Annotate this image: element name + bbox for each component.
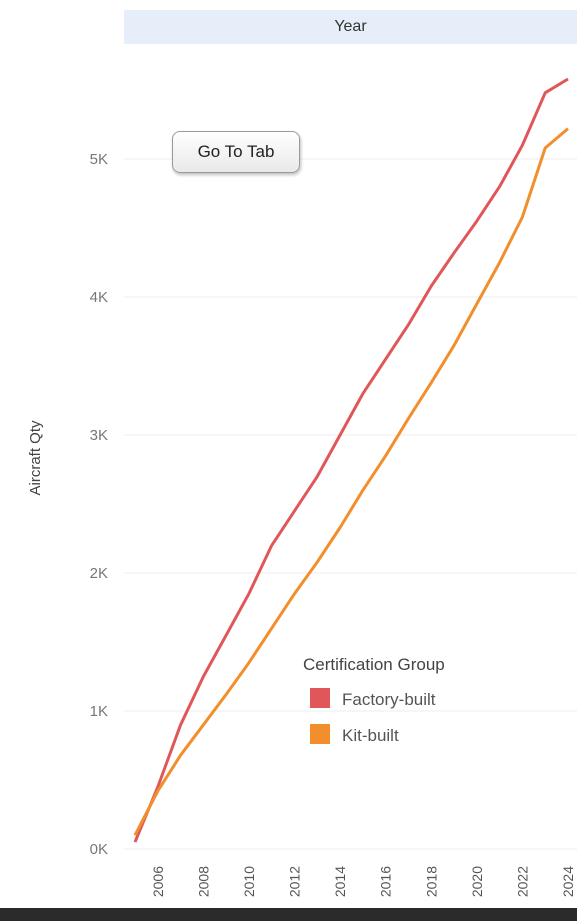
gridlines xyxy=(124,158,577,850)
y-axis-ticks: 0K 1K 2K 3K 4K 5K xyxy=(90,151,108,858)
column-header-band xyxy=(124,10,577,44)
bottom-toolbar-edge xyxy=(0,908,577,921)
x-tick-label: 2014 xyxy=(332,866,348,897)
x-tick-label: 2018 xyxy=(423,866,439,897)
x-axis-header-title: Year xyxy=(334,18,367,35)
x-tick-label: 2020 xyxy=(469,866,485,897)
legend-items: Factory-built Kit-built xyxy=(310,688,436,745)
y-tick-label: 3K xyxy=(90,427,108,444)
go-to-tab-button[interactable]: Go To Tab xyxy=(172,131,300,173)
legend-swatch xyxy=(310,724,330,744)
x-tick-label: 2024 xyxy=(560,866,576,897)
y-tick-label: 0K xyxy=(90,841,108,858)
y-tick-label: 2K xyxy=(90,565,108,582)
series-lines xyxy=(133,77,569,843)
x-tick-label: 2010 xyxy=(241,866,257,897)
x-axis-ticks: 2006 2008 2010 2012 2014 2016 2018 2020 2022 2024 xyxy=(150,866,576,897)
legend: Certification Group Factory-built Kit-bui… xyxy=(303,655,445,745)
legend-label: Kit-built xyxy=(342,726,399,745)
y-tick-label: 4K xyxy=(90,289,108,306)
legend-title: Certification Group xyxy=(303,655,445,674)
y-axis-title: Aircraft Qty xyxy=(27,420,44,496)
legend-label: Factory-built xyxy=(342,690,436,709)
x-tick-label: 2008 xyxy=(195,866,211,897)
legend-swatch xyxy=(310,688,330,708)
y-tick-label: 1K xyxy=(90,703,108,720)
series-line-factory-built[interactable] xyxy=(133,77,569,843)
series-line-kit-built[interactable] xyxy=(133,127,569,836)
x-tick-label: 2022 xyxy=(514,866,530,897)
x-tick-label: 2012 xyxy=(287,866,303,897)
x-tick-label: 2006 xyxy=(150,866,166,897)
x-tick-label: 2016 xyxy=(378,866,394,897)
y-tick-label: 5K xyxy=(90,151,108,168)
